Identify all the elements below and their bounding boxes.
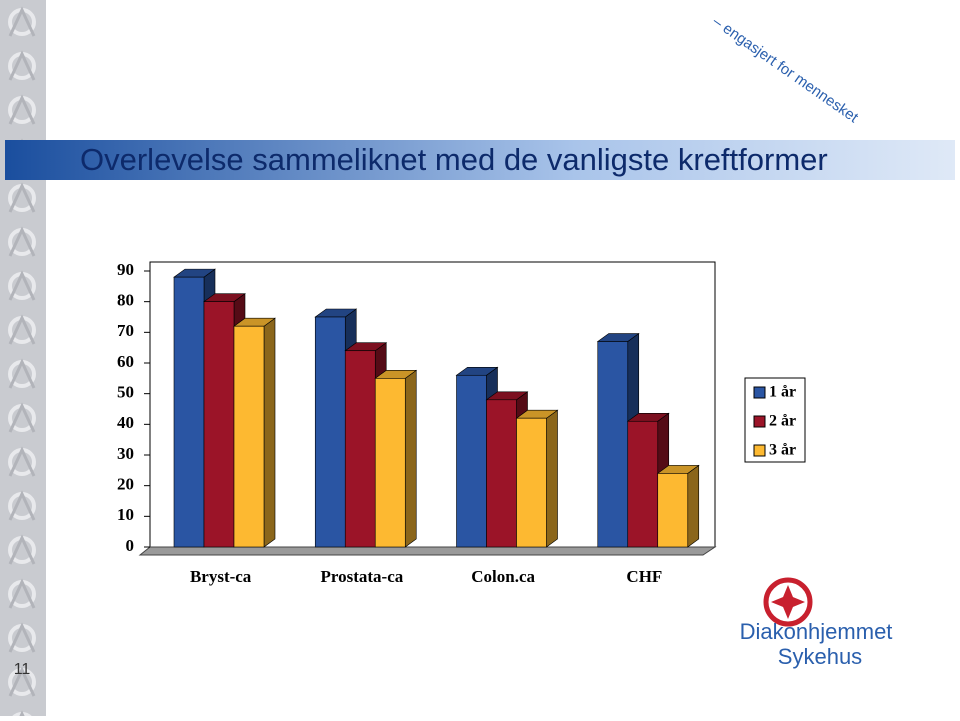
y-tick-label: 0 — [126, 536, 135, 555]
x-tick-label: Colon.ca — [471, 567, 535, 586]
logo-line: Diakonhjemmet — [740, 619, 893, 644]
x-tick-label: CHF — [626, 567, 662, 586]
floor — [138, 546, 717, 556]
bar-side — [687, 464, 700, 548]
bar-side — [404, 369, 417, 548]
side-strip — [0, 0, 46, 716]
bar-side — [263, 317, 276, 548]
x-tick-label: Prostata-ca — [320, 567, 403, 586]
y-tick-label: 30 — [117, 444, 134, 463]
legend-swatch — [753, 386, 766, 399]
legend-label: 2 år — [769, 413, 796, 430]
tagline: – engasjert for mennesket — [709, 13, 861, 127]
title-bar — [5, 140, 955, 180]
y-tick-label: 80 — [117, 291, 134, 310]
y-tick-label: 40 — [117, 413, 134, 432]
bar — [627, 420, 659, 548]
bar — [314, 316, 346, 548]
bar — [657, 473, 689, 548]
bar — [344, 350, 376, 548]
bar — [374, 378, 406, 548]
bar — [486, 399, 517, 548]
y-tick-label: 70 — [117, 321, 134, 340]
legend-label: 3 år — [769, 442, 796, 459]
x-tick-label: Bryst-ca — [190, 567, 252, 586]
bar — [233, 325, 265, 548]
bar — [203, 301, 235, 548]
legend-swatch — [753, 415, 766, 428]
bar — [516, 417, 547, 548]
y-tick-label: 50 — [117, 383, 134, 402]
logo-cross — [763, 577, 813, 627]
bar — [456, 374, 487, 548]
legend-label: 1 år — [769, 384, 796, 401]
bar — [597, 341, 629, 548]
y-tick-label: 60 — [117, 352, 134, 371]
y-tick-label: 20 — [117, 475, 134, 494]
page-number: 11 — [14, 661, 31, 678]
legend-swatch — [753, 444, 766, 457]
chart-title: Overlevelse sammeliknet med de vanligste… — [80, 142, 828, 177]
bar-side — [546, 409, 558, 548]
bar — [173, 276, 205, 548]
logo-line: Sykehus — [778, 644, 862, 669]
y-tick-label: 90 — [117, 260, 134, 279]
y-tick-label: 10 — [117, 505, 134, 524]
